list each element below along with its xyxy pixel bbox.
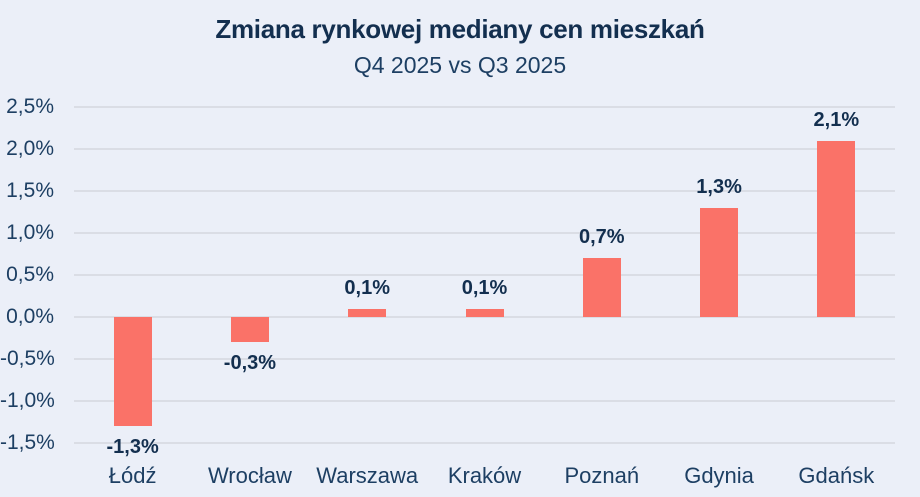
bar-value-label: -0,3% (223, 352, 277, 375)
x-axis-category-label: Warszawa (316, 463, 419, 488)
gridline (74, 190, 895, 193)
bar-wrocław[interactable] (230, 317, 269, 343)
y-axis-tick-label: 2,0% (6, 137, 54, 161)
y-axis-tick-label: 0,0% (6, 305, 54, 329)
bar-warszawa[interactable] (348, 308, 387, 318)
gridline (74, 399, 895, 402)
gridline (74, 232, 895, 235)
gridline (74, 274, 895, 277)
x-axis-category-label: Gdynia (684, 463, 754, 488)
bar-gdańsk[interactable] (817, 140, 856, 318)
x-axis-category-label: Wrocław (207, 463, 292, 488)
bar-value-label: 0,1% (461, 276, 508, 299)
chart-title: Zmiana rynkowej mediany cen mieszkań (215, 14, 705, 44)
gridline (74, 316, 895, 319)
chart-subtitle: Q4 2025 vs Q3 2025 (353, 52, 567, 78)
x-axis-category-label: Łódź (108, 463, 157, 488)
bar-value-label: 1,3% (696, 176, 742, 199)
gridline (74, 358, 895, 361)
gridline (74, 106, 895, 109)
bar-kraków[interactable] (465, 308, 504, 318)
y-axis-tick-label: -1,5% (0, 430, 55, 454)
bar-łódź[interactable] (113, 317, 152, 427)
y-axis-tick-label: -0,5% (0, 347, 55, 371)
bar-poznań[interactable] (582, 258, 621, 318)
y-axis-tick-label: -1,0% (0, 388, 55, 412)
y-axis-tick-label: 1,5% (6, 179, 54, 203)
bar-value-label: -1,3% (106, 436, 159, 459)
x-axis-category-label: Kraków (447, 463, 522, 488)
y-axis-tick-label: 1,0% (6, 221, 54, 245)
gridline (74, 441, 895, 444)
x-axis-category-label: Poznań (564, 463, 640, 488)
y-axis-tick-label: 2,5% (6, 95, 54, 119)
bar-value-label: 0,1% (344, 276, 390, 299)
bar-value-label: 0,7% (578, 226, 625, 249)
x-axis-category-label: Gdańsk (798, 463, 875, 488)
y-axis-tick-label: 0,5% (6, 263, 54, 287)
bar-value-label: 2,1% (813, 108, 860, 131)
bar-gdynia[interactable] (700, 208, 739, 318)
gridline (74, 148, 895, 151)
